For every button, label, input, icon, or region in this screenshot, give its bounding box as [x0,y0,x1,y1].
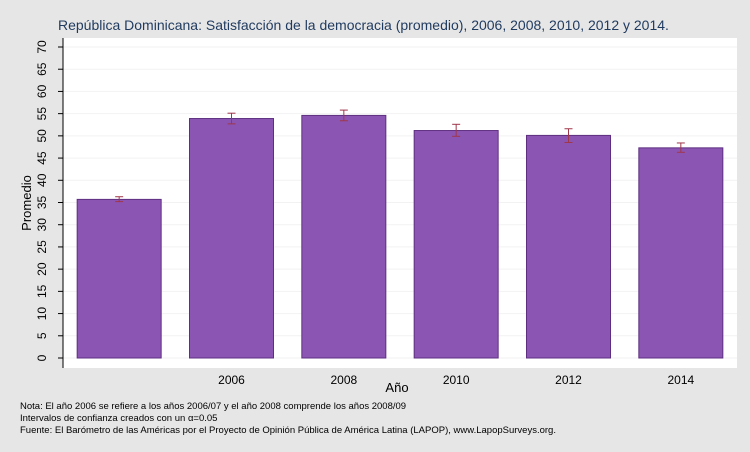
bar [301,114,387,359]
y-tick-label: 10 [35,307,49,321]
bar [638,147,724,359]
footnotes: Nota: El año 2006 se refiere a los años … [20,401,556,437]
y-tick-label: 55 [35,107,49,121]
y-tick-label: 5 [35,332,49,339]
note-period: Nota: El año 2006 se refiere a los años … [20,401,407,412]
x-tick-label: 2012 [555,373,582,387]
y-axis-title: Promedio [19,175,34,231]
error-bar [227,112,236,125]
y-tick-label: 25 [35,240,49,254]
y-tick-label: 0 [35,354,49,361]
bars [76,114,724,359]
bar [76,198,162,359]
error-bars [115,109,685,203]
y-tick-label: 70 [35,40,49,54]
y-tick-label: 45 [35,151,49,165]
y-tick-label: 20 [35,262,49,276]
gridlines [63,46,737,359]
error-bar [452,123,461,137]
bar [413,130,499,359]
y-axis: 0 5 10 15 20 25 30 35 40 45 50 55 60 65 70 [35,38,64,368]
note-confidence: Intervalos de confianza creados con un α… [20,413,218,424]
y-tick-label: 35 [35,196,49,210]
error-bar [564,128,573,144]
x-tick-label: 2008 [330,373,357,387]
y-tick-label: 30 [35,218,49,232]
y-tick-label: 65 [35,62,49,76]
chart-title: República Dominicana: Satisfacción de la… [58,17,669,33]
y-tick-label: 40 [35,173,49,187]
x-axis-title: Año [385,380,408,395]
x-tick-label: 2014 [667,373,694,387]
note-source: Fuente: El Barómetro de las Américas por… [20,425,556,436]
x-axis: 2006 2008 2010 2012 2014 [218,373,694,387]
error-bar [115,196,124,203]
bar [526,134,611,359]
bar-chart: 0 5 10 15 20 25 30 35 40 45 50 55 60 65 70 2006 2008 201… [19,17,737,395]
y-tick-label: 60 [35,84,49,98]
y-tick-label: 50 [35,129,49,143]
bar [189,118,274,359]
x-tick-label: 2006 [218,373,245,387]
x-tick-label: 2010 [443,373,470,387]
error-bar [676,142,685,153]
error-bar [339,109,348,122]
y-tick-label: 15 [35,284,49,298]
